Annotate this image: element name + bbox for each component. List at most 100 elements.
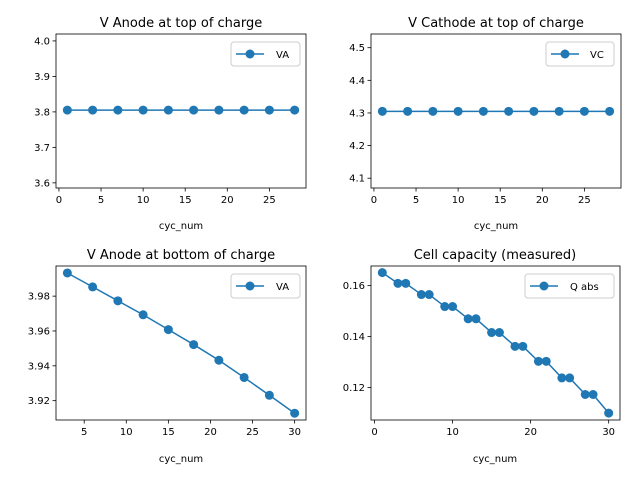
subplot-4-data-point <box>580 390 590 400</box>
subplot-1-data-point <box>239 105 249 115</box>
subplot-3-data-point <box>88 282 98 292</box>
subplot-4-data-point <box>518 341 528 351</box>
subplot-3-data-point <box>113 296 123 306</box>
subplot-2-data-point <box>403 106 413 116</box>
subplot-3-data-point <box>62 268 72 278</box>
subplot-2-x-tick-label: 25 <box>578 195 591 206</box>
subplot-2-y-tick-label: 4.1 <box>349 174 365 185</box>
subplot-3-x-axis-label: cyc_num <box>159 454 203 465</box>
subplot-1-axes-frame <box>55 33 307 189</box>
subplot-3-data-point <box>239 372 249 382</box>
subplot-1-data-point <box>163 105 173 115</box>
subplot-1-data-point <box>88 105 98 115</box>
subplot-2-x-axis-label: cyc_num <box>474 221 518 232</box>
subplot-2-x-tick-label: 10 <box>452 195 465 206</box>
subplot-2-data-point <box>554 106 564 116</box>
subplot-2-data-point <box>605 106 615 116</box>
subplot-1-y-tick-label: 3.9 <box>34 72 50 83</box>
subplot-4-data-point <box>541 356 551 366</box>
subplot-2-y-tick-label: 4.4 <box>349 76 365 87</box>
subplot-2-legend-box <box>545 41 615 67</box>
subplot-1-x-tick-label: 20 <box>221 195 234 206</box>
subplot-3-y-tick-label: 3.92 <box>28 396 50 407</box>
subplot-1-plot-area: 0 5 10 15 20 25 3.6 3.7 3.8 3.9 4.0 <box>34 33 307 206</box>
subplot-4-data-point <box>557 373 567 383</box>
subplot-1-y-tick-label: 3.7 <box>34 143 50 154</box>
subplot-4-data-point <box>487 328 497 338</box>
subplot-3-plot-area: 5 10 15 20 25 30 3.92 3.94 3.96 3.98 <box>28 265 307 438</box>
subplot-3-x-tick-label: 25 <box>246 427 259 438</box>
subplot-2-plot-area: 0 5 10 15 20 25 4.1 4.2 4.3 4.4 4.5 <box>349 33 622 206</box>
subplot-1-data-point <box>264 105 274 115</box>
subplot-4-x-tick-label: 30 <box>602 427 615 438</box>
subplot-2-legend-marker <box>560 49 570 59</box>
subplot-1-y-tick-label: 3.6 <box>34 178 50 189</box>
subplot-2-data-point <box>453 106 463 116</box>
subplot-2-data-point <box>529 106 539 116</box>
subplot-2-data-point <box>579 106 589 116</box>
subplot-1-x-tick-label: 10 <box>137 195 150 206</box>
subplot-2-y-tick-label: 4.3 <box>349 108 365 119</box>
subplot-1-legend-label: VA <box>276 50 289 61</box>
subplot-1-x-tick-label: 0 <box>56 195 62 206</box>
subplot-2-x-tick-label: 20 <box>536 195 549 206</box>
subplot-4-data-point <box>448 302 458 312</box>
subplot-4-data-point <box>416 290 426 300</box>
subplot-3-data-point <box>214 355 224 365</box>
subplot-4-data-point <box>440 302 450 312</box>
subplot-3-series-line <box>66 272 296 414</box>
subplot-3-x-tick-label: 5 <box>81 427 87 438</box>
subplot-2: V Cathode at top of charge 0 5 10 15 20 25 4.1… <box>349 16 622 232</box>
subplot-4-y-tick-label: 0.16 <box>343 281 365 292</box>
subplot-3-legend-label: VA <box>276 282 289 293</box>
subplot-4-data-point <box>463 314 473 324</box>
subplot-1-y-tick-label: 3.8 <box>34 107 50 118</box>
subplot-1-data-point <box>138 105 148 115</box>
subplot-4-legend-label: Q abs <box>570 282 599 293</box>
subplot-1-data-point <box>189 105 199 115</box>
subplot-2-data-point <box>504 106 514 116</box>
subplot-2-legend: VC <box>545 41 615 67</box>
subplot-4-x-tick-label: 10 <box>446 427 459 438</box>
subplot-2-y-tick-label: 4.5 <box>349 43 365 54</box>
subplot-4-data-point <box>393 278 403 288</box>
subplot-4-data-point <box>588 390 598 400</box>
subplot-4-legend: Q abs <box>524 273 615 299</box>
subplot-2-title: V Cathode at top of charge <box>408 16 584 31</box>
subplot-1-legend-marker <box>245 49 255 59</box>
subplot-4-data-point <box>401 278 411 288</box>
subplot-3-y-tick-label: 3.94 <box>28 361 50 372</box>
subplot-4-x-tick-label: 0 <box>371 427 377 438</box>
subplot-2-y-tick-label: 4.2 <box>349 141 365 152</box>
subplot-4-axes-frame <box>370 265 621 421</box>
subplot-4-y-tick-label: 0.12 <box>343 383 365 394</box>
subplot-3-x-tick-label: 10 <box>120 427 133 438</box>
subplot-1-x-tick-label: 5 <box>98 195 104 206</box>
subplot-3: V Anode at bottom of charge 5 10 15 20 25 30 3… <box>28 248 307 465</box>
subplot-3-x-tick-label: 30 <box>288 427 301 438</box>
subplot-2-data-point <box>478 106 488 116</box>
subplot-4-data-point <box>471 314 481 324</box>
subplot-4-x-axis-label: cyc_num <box>473 454 517 465</box>
subplot-1-data-point <box>62 105 72 115</box>
subplot-4-data-point <box>510 341 520 351</box>
subplot-3-y-tick-label: 3.98 <box>28 292 50 303</box>
subplot-2-x-tick-label: 15 <box>494 195 507 206</box>
subplot-3-title: V Anode at bottom of charge <box>87 248 275 263</box>
subplot-3-legend-box <box>230 273 301 299</box>
subplot-4-y-tick-label: 0.14 <box>343 332 365 343</box>
subplot-2-data-point <box>428 106 438 116</box>
subplot-3-data-point <box>189 340 199 350</box>
subplot-1-x-tick-label: 25 <box>263 195 276 206</box>
subplot-4-x-tick-label: 20 <box>524 427 537 438</box>
subplot-3-x-tick-label: 15 <box>162 427 175 438</box>
subplot-4-legend-marker <box>539 281 549 291</box>
subplot-2-axes-frame <box>370 33 622 189</box>
subplot-3-axes-frame <box>55 265 307 421</box>
subplot-3-data-point <box>138 310 148 320</box>
subplot-1-title: V Anode at top of charge <box>100 16 263 31</box>
subplot-3-x-tick-label: 20 <box>204 427 217 438</box>
subplot-3-data-point <box>290 408 300 418</box>
